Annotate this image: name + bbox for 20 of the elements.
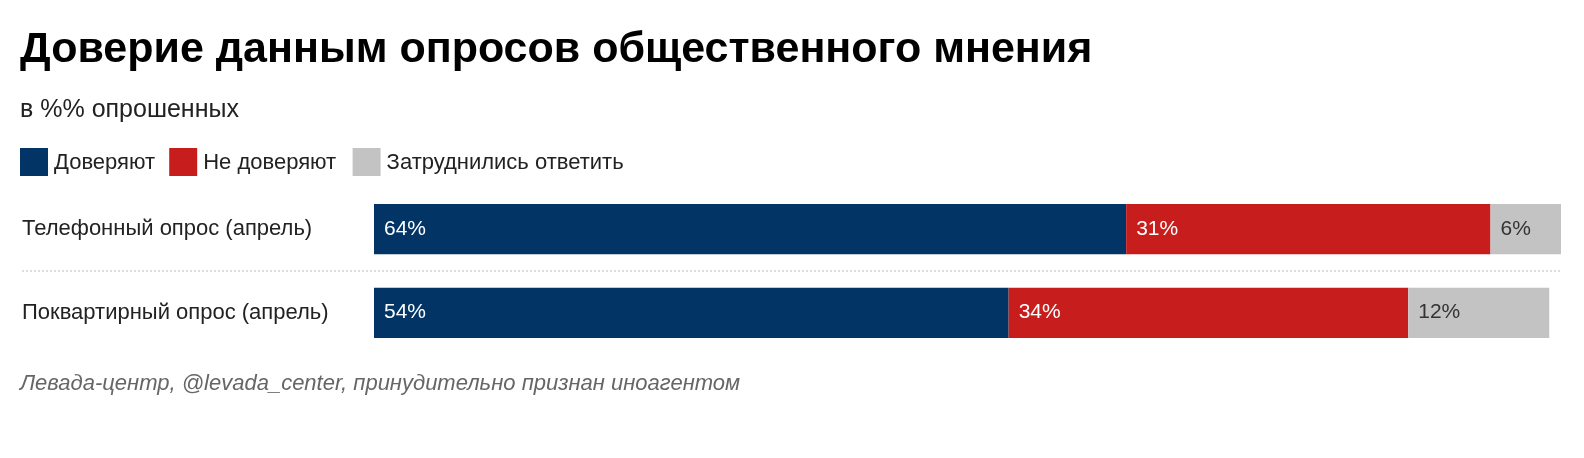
legend-label: Затруднились ответить	[386, 148, 624, 174]
text: Левада-центр, @levada_center, принудительно признан иноагентом	[18, 370, 741, 395]
data-label: 34%	[1018, 299, 1061, 323]
bar	[1126, 204, 1491, 255]
y-tick-label: Поквартирный опрос (апрель)	[22, 298, 329, 324]
legend-label: Не доверяют	[203, 148, 337, 174]
data-label: 6%	[1500, 215, 1531, 239]
chart-title: Доверие данным опросов общественного мнения	[20, 23, 1093, 71]
y-tick-label: Телефонный опрос (апрель)	[22, 214, 313, 240]
bar	[1008, 287, 1409, 338]
data-label: 31%	[1136, 215, 1179, 239]
legend-label: Доверяют	[54, 148, 156, 174]
bar	[374, 204, 1127, 255]
bar	[1408, 287, 1550, 338]
text: в %% опрошенных	[20, 94, 240, 122]
bar	[1490, 204, 1561, 255]
data-label: 64%	[384, 215, 427, 239]
bar	[374, 287, 1009, 338]
data-label: 54%	[384, 299, 427, 323]
data-label: 12%	[1418, 299, 1461, 323]
